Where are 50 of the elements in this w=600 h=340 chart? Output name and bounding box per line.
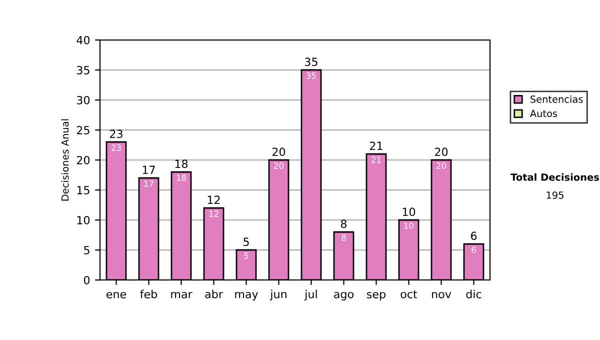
x-tick-label: mar: [171, 292, 192, 298]
data-label: 5: [244, 252, 248, 259]
y-tick-label: 10: [77, 216, 90, 224]
data-label: 21: [372, 156, 381, 163]
data-label: 35: [306, 72, 316, 79]
data-label: 12: [209, 210, 218, 217]
y-axis-title: Decisiones Anual: [61, 119, 69, 201]
x-tick-label: sep: [367, 292, 386, 300]
x-tick-label: oct: [400, 290, 418, 298]
total-label: 6: [470, 232, 477, 240]
data-label: 17: [144, 180, 154, 187]
x-tick-label: ene: [106, 292, 126, 298]
legend-label: Autos: [530, 110, 558, 118]
x-tick-label: may: [235, 292, 258, 300]
y-tick-label: 25: [76, 126, 90, 134]
total-label: 5: [244, 238, 249, 246]
y-tick-label: 15: [77, 186, 90, 194]
y-tick-label: 30: [76, 96, 90, 104]
total-label: 23: [110, 130, 122, 138]
x-tick-label: nov: [432, 292, 452, 298]
y-tick-label: 20: [76, 156, 90, 164]
y-tick-label: 0: [84, 276, 90, 284]
legend-label: Sentencias: [530, 95, 583, 103]
total-label: 21: [370, 142, 382, 150]
x-tick-label: jun: [270, 290, 286, 300]
text: Total Decisiones: [510, 173, 599, 181]
x-tick-label: abr: [205, 290, 223, 298]
y-tick-label: 40: [76, 36, 90, 44]
total-label: 10: [402, 208, 416, 216]
total-label: 20: [434, 148, 448, 156]
total-label: 20: [272, 148, 286, 156]
data-label: 20: [436, 162, 446, 169]
y-tick-label: 5: [84, 246, 90, 254]
x-tick-label: feb: [140, 290, 158, 298]
data-label: 20: [274, 162, 284, 169]
x-tick-label: ago: [334, 292, 354, 300]
total-label: 8: [340, 220, 347, 228]
data-label: 10: [404, 222, 414, 229]
total-label: 17: [142, 166, 155, 174]
text: 195: [546, 191, 564, 199]
data-label: 23: [112, 144, 121, 151]
y-tick-label: 35: [76, 66, 90, 74]
x-tick-label: jul: [304, 290, 317, 300]
data-label: 18: [176, 174, 186, 181]
total-label: 18: [175, 160, 188, 168]
data-label: 6: [472, 246, 476, 253]
total-label: 12: [208, 196, 220, 204]
data-label: 8: [342, 234, 346, 241]
x-tick-label: dic: [466, 290, 482, 298]
total-label: 35: [305, 58, 318, 66]
